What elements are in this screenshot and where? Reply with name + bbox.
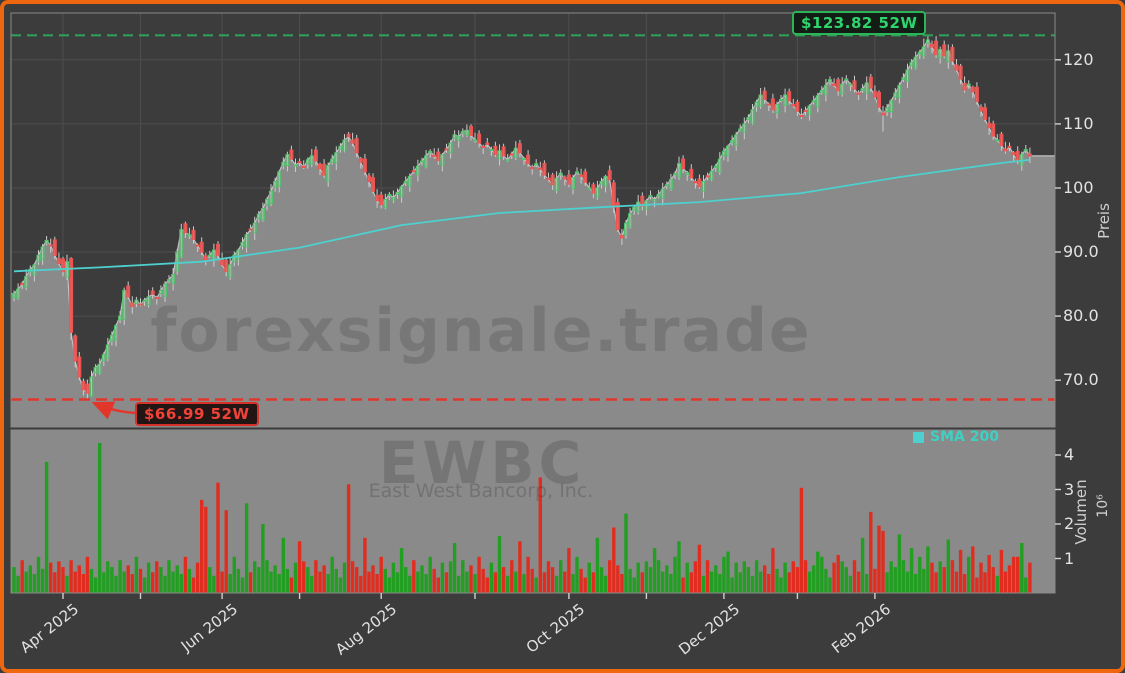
- price-tick-label: 100: [1063, 177, 1094, 197]
- price-tick-label: 90.0: [1063, 242, 1099, 262]
- price-tick-label: 120: [1063, 49, 1094, 69]
- volume-tick-label: 1: [1064, 548, 1075, 568]
- annotation-52w-low: $66.99 52W: [135, 402, 259, 426]
- volume-axis-title: Volumen: [1072, 479, 1090, 545]
- low52w-arrow: [91, 401, 138, 420]
- volume-bars: [12, 442, 1032, 594]
- volume-tick-label: 2: [1064, 514, 1075, 533]
- annotation-52w-high: $123.82 52W: [792, 11, 927, 35]
- watermark-company: East West Bancorp, Inc.: [368, 480, 594, 502]
- price-tick-label: 110: [1063, 113, 1094, 133]
- price-tick-label: 80.0: [1063, 306, 1099, 326]
- watermark-brand: forexsignale.trade: [150, 296, 812, 366]
- price-line: [11, 38, 1055, 395]
- volume-panel-spine: [10, 429, 1056, 594]
- volume-axis-unit: 10⁶: [1095, 494, 1111, 518]
- price-tick-label: 70.0: [1063, 370, 1099, 390]
- sma200-line: [13, 158, 1031, 273]
- sma200-legend-label: SMA 200: [930, 429, 999, 445]
- volume-tick-label: 3: [1064, 479, 1075, 499]
- sma200-legend: SMA 200: [913, 429, 999, 445]
- volume-tick-label: 4: [1064, 445, 1075, 464]
- price-area-fill: [11, 39, 1055, 428]
- tick-marks: [62, 59, 1061, 599]
- watermark-symbol: EWBC: [378, 429, 586, 497]
- price-panel-spine: [10, 12, 1056, 428]
- price-axis-title: Preis: [1095, 203, 1113, 239]
- sma200-legend-swatch-icon: [913, 431, 924, 443]
